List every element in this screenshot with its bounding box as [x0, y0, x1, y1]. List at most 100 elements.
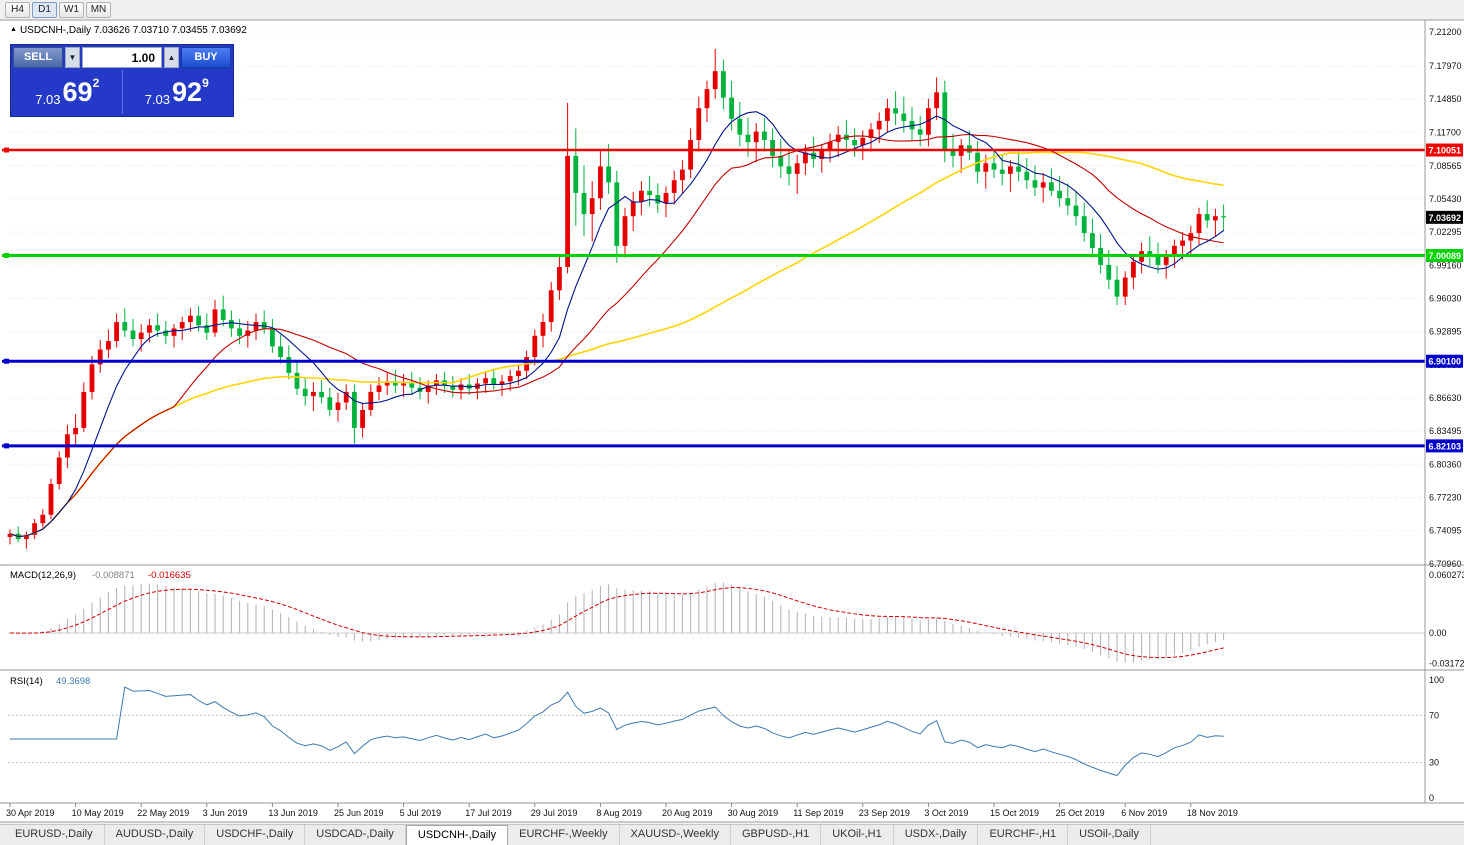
- svg-text:7.17970: 7.17970: [1429, 61, 1462, 71]
- svg-text:6.82103: 6.82103: [1429, 441, 1462, 451]
- svg-text:25 Jun 2019: 25 Jun 2019: [334, 808, 384, 818]
- svg-text:30 Apr 2019: 30 Apr 2019: [6, 808, 55, 818]
- timeframe-button-d1[interactable]: D1: [32, 1, 57, 18]
- svg-text:15 Oct 2019: 15 Oct 2019: [990, 808, 1039, 818]
- svg-text:25 Oct 2019: 25 Oct 2019: [1056, 808, 1105, 818]
- macd-pane: [8, 582, 1425, 664]
- svg-text:6.70960: 6.70960: [1429, 559, 1462, 569]
- svg-text:3 Jun 2019: 3 Jun 2019: [203, 808, 248, 818]
- svg-text:MACD(12,26,9): MACD(12,26,9): [10, 570, 76, 581]
- svg-text:7.03692: 7.03692: [1429, 213, 1462, 223]
- buy-price-prefix: 7.03: [144, 92, 171, 107]
- svg-text:5 Jul 2019: 5 Jul 2019: [400, 808, 442, 818]
- trade-panel-controls: SELL ▼ ▲ BUY: [13, 47, 231, 68]
- tab-usdcnh-daily[interactable]: USDCNH-,Daily: [405, 825, 509, 845]
- svg-text:7.14850: 7.14850: [1429, 94, 1462, 104]
- svg-text:8 Aug 2019: 8 Aug 2019: [596, 808, 642, 818]
- svg-text:-0.016635: -0.016635: [148, 570, 191, 581]
- svg-text:RSI(14): RSI(14): [10, 676, 43, 687]
- buy-price-sup: 9: [202, 76, 209, 90]
- buy-price-big: 92: [172, 77, 203, 107]
- axis-badges: 7.10051 7.00089 6.90100 6.82103 7.03692: [1426, 143, 1463, 453]
- buy-button[interactable]: BUY: [181, 47, 231, 68]
- tab-xauusd-weekly[interactable]: XAUUSD-,Weekly: [620, 825, 731, 845]
- date-axis: 30 Apr 2019 10 May 2019 22 May 2019 3 Jun 2…: [6, 803, 1238, 818]
- svg-text:0: 0: [1429, 793, 1434, 803]
- svg-text:0.00: 0.00: [1429, 628, 1447, 638]
- tab-audusd-daily[interactable]: AUDUSD-,Daily: [105, 825, 206, 845]
- pane-separators: [0, 19, 1464, 823]
- timeframe-buttons: H4 D1 W1 MN: [5, 1, 111, 18]
- svg-text:6.80360: 6.80360: [1429, 459, 1462, 469]
- chart-pointer-icon: ▲: [10, 26, 17, 33]
- svg-text:6.77230: 6.77230: [1429, 492, 1462, 502]
- svg-text:6.86630: 6.86630: [1429, 393, 1462, 403]
- level-lines: [2, 147, 1425, 449]
- chart-title: ▲ USDCNH-,Daily 7.03626 7.03710 7.03455 7…: [10, 25, 247, 36]
- timeframe-button-w1[interactable]: W1: [59, 1, 84, 18]
- symbol-tabbar: EURUSD-,Daily AUDUSD-,Daily USDCHF-,Daily U…: [0, 824, 1464, 845]
- svg-text:0.060273: 0.060273: [1429, 570, 1464, 580]
- chart-background: [0, 20, 1464, 823]
- tab-gbpusd-h1[interactable]: GBPUSD-,H1: [731, 825, 822, 845]
- tab-usdchf-daily[interactable]: USDCHF-,Daily: [205, 825, 306, 845]
- svg-text:22 May 2019: 22 May 2019: [137, 808, 189, 818]
- sell-price-prefix: 7.03: [35, 92, 61, 107]
- rsi-label: RSI(14) 49.3698: [10, 676, 90, 687]
- tab-usdcad-daily[interactable]: USDCAD-,Daily: [305, 825, 406, 845]
- tab-eurusd-daily[interactable]: EURUSD-,Daily: [4, 825, 105, 845]
- svg-text:13 Jun 2019: 13 Jun 2019: [268, 808, 318, 818]
- svg-text:20 Aug 2019: 20 Aug 2019: [662, 808, 713, 818]
- buy-price-display[interactable]: 7.03 92 9: [122, 70, 231, 114]
- svg-text:6.90100: 6.90100: [1429, 357, 1462, 367]
- tab-usdx-daily[interactable]: USDX-,Daily: [894, 825, 979, 845]
- svg-text:7.02295: 7.02295: [1429, 227, 1462, 237]
- timeframe-button-mn[interactable]: MN: [86, 1, 111, 18]
- svg-text:30: 30: [1429, 758, 1439, 768]
- rsi-pane: [8, 686, 1425, 777]
- svg-text:49.3698: 49.3698: [56, 676, 90, 687]
- price-axis: 7.21200 7.17970 7.14850 7.11700 7.08565 7.054…: [1429, 27, 1464, 803]
- svg-text:6.92895: 6.92895: [1429, 327, 1462, 337]
- tab-ukoil-h1[interactable]: UKOil-,H1: [821, 825, 894, 845]
- svg-text:6.96030: 6.96030: [1429, 293, 1462, 303]
- grid-layer: [8, 31, 1425, 565]
- svg-text:-0.008871: -0.008871: [92, 570, 135, 581]
- tab-eurchf-h1[interactable]: EURCHF-,H1: [978, 825, 1069, 845]
- chart-title-text: USDCNH-,Daily 7.03626 7.03710 7.03455 7.…: [19, 25, 247, 36]
- volume-input[interactable]: [82, 47, 162, 68]
- sell-price-big: 69: [62, 77, 93, 107]
- sell-price-display[interactable]: 7.03 69 2: [13, 70, 123, 114]
- svg-text:7.11700: 7.11700: [1429, 128, 1461, 138]
- svg-text:100: 100: [1429, 675, 1444, 685]
- svg-text:11 Sep 2019: 11 Sep 2019: [793, 808, 843, 818]
- tab-usoil-daily[interactable]: USOil-,Daily: [1068, 825, 1151, 845]
- macd-label: MACD(12,26,9) -0.008871 -0.016635: [10, 570, 191, 581]
- tab-eurchf-weekly[interactable]: EURCHF-,Weekly: [508, 825, 620, 845]
- toolbar-timeframes: H4 D1 W1 MN: [0, 0, 1464, 20]
- trade-panel-prices: 7.03 69 2 7.03 92 9: [13, 70, 231, 114]
- order-type-dropdown-icon[interactable]: ▼: [65, 47, 80, 68]
- svg-text:3 Oct 2019: 3 Oct 2019: [924, 808, 968, 818]
- svg-text:7.00089: 7.00089: [1429, 251, 1462, 261]
- svg-text:6.83495: 6.83495: [1429, 426, 1462, 436]
- sell-price-sup: 2: [92, 76, 100, 90]
- timeframe-button-h4[interactable]: H4: [5, 1, 30, 18]
- volume-stepper-icon[interactable]: ▲: [164, 47, 179, 68]
- svg-text:7.10051: 7.10051: [1429, 146, 1462, 156]
- one-click-trading-panel: SELL ▼ ▲ BUY 7.03 69 2 7.03 92 9: [10, 44, 234, 117]
- svg-text:10 May 2019: 10 May 2019: [72, 808, 124, 818]
- svg-text:18 Nov 2019: 18 Nov 2019: [1187, 808, 1238, 818]
- svg-text:23 Sep 2019: 23 Sep 2019: [859, 808, 910, 818]
- svg-text:70: 70: [1429, 710, 1439, 720]
- svg-text:6 Nov 2019: 6 Nov 2019: [1121, 808, 1167, 818]
- svg-text:6.74095: 6.74095: [1429, 526, 1462, 536]
- svg-text:7.08565: 7.08565: [1429, 161, 1462, 171]
- svg-text:6.99160: 6.99160: [1429, 260, 1462, 270]
- sell-button[interactable]: SELL: [13, 47, 63, 68]
- svg-text:7.05430: 7.05430: [1429, 194, 1462, 204]
- svg-text:7.21200: 7.21200: [1429, 27, 1462, 37]
- svg-text:-0.031725: -0.031725: [1429, 659, 1464, 669]
- svg-text:30 Aug 2019: 30 Aug 2019: [728, 808, 779, 818]
